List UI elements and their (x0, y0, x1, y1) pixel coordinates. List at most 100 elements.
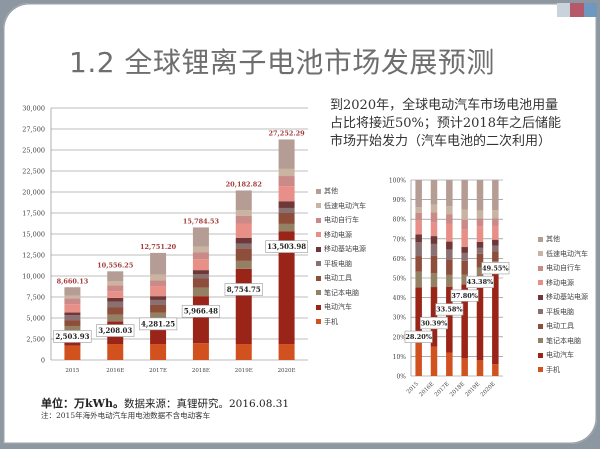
summary-note: 到2020年，全球电动汽车市场电池用量 占比将接近50%；预计2018年之后储能… (330, 97, 600, 151)
chart1-legend: 其他 低速电动汽车 电动自行车 移动电源 移动基站电源 平板电脑 电动工具 笔记本电脑 电动汽车… (316, 184, 366, 329)
bar-segment-电动自行车 (64, 298, 81, 305)
y-tick-label: 10% (393, 354, 407, 361)
legend-item: 电动汽车 (538, 348, 588, 363)
legend-label: 手机 (324, 317, 338, 326)
legend-label: 移动基站电源 (324, 245, 366, 254)
legend-swatch (538, 309, 543, 315)
x-tick-label: 2017E (434, 381, 451, 398)
bar-segment-移动电源 (492, 225, 499, 240)
legend-label: 低速电动汽车 (546, 249, 588, 258)
slide-title: 1.2 全球锂离子电池市场发展预测 (69, 46, 495, 79)
y-tick-label: 30% (393, 315, 407, 322)
bar-segment-手机 (64, 345, 81, 360)
footer-unit-source: 单位：万kWh。数据来源：真锂研究。2016.08.31 (41, 395, 289, 411)
legend-swatch (316, 203, 321, 209)
bar-segment-电动工具 (461, 260, 468, 275)
bar-segment-笔记本电脑 (446, 274, 453, 287)
bar-segment-平板电脑 (64, 315, 81, 321)
legend-label: 电动自行车 (546, 264, 581, 273)
bar-segment-移动电源 (446, 223, 453, 242)
bar-segment-平板电脑 (107, 301, 124, 308)
ev-share-label: 28.20% (405, 333, 432, 341)
bar-segment-其他 (235, 190, 252, 211)
bar-segment-电动自行车 (107, 285, 124, 292)
legend-item: 电动汽车 (316, 300, 366, 315)
bar-segment-移动基站电源 (64, 312, 81, 316)
bar-segment-移动基站电源 (192, 270, 209, 275)
bar-segment-笔记本电脑 (278, 223, 295, 232)
y-tick-label: 90% (393, 197, 407, 204)
ev-share-label-box (466, 275, 495, 288)
legend-label: 笔记本电脑 (546, 336, 581, 345)
bar-segment-移动电源 (415, 220, 422, 235)
ev-value-label-box (265, 240, 308, 253)
bar-segment-其他 (446, 180, 453, 207)
legend-item: 平板电脑 (316, 257, 366, 272)
bar-segment-电动自行车 (150, 280, 167, 287)
bar-segment-移动电源 (150, 286, 167, 297)
legend-swatch (538, 294, 543, 300)
bar-segment-平板电脑 (192, 274, 209, 279)
y-tick-label: 50% (393, 276, 407, 283)
legend-item: 移动基站电源 (538, 290, 588, 305)
legend-swatch (538, 280, 543, 286)
ev-share-label-box (481, 262, 510, 275)
legend-label: 电动工具 (546, 322, 574, 331)
bar-segment-低速电动汽车 (278, 168, 295, 177)
legend-swatch (316, 232, 321, 238)
x-tick-label: 2020E (278, 368, 296, 374)
bar-segment-电动汽车 (235, 268, 252, 345)
bar-segment-低速电动汽车 (461, 209, 468, 220)
bar-segment-平板电脑 (492, 245, 499, 252)
slide: 1.2 全球锂离子电池市场发展预测 到2020年，全球电动汽车市场电池用量 占比… (3, 3, 597, 444)
bar-segment-其他 (150, 252, 167, 275)
legend-label: 其他 (546, 235, 560, 244)
y-tick-label: 80% (393, 217, 407, 224)
bar-segment-电动工具 (107, 307, 124, 315)
ev-value-label: 13,503.98 (267, 242, 306, 251)
x-tick-label: 2017E (149, 368, 167, 374)
legend-swatch (538, 265, 543, 271)
bar-segment-电动自行车 (446, 214, 453, 224)
legend-label: 低速电动汽车 (324, 201, 366, 210)
chart2-legend: 其他 低速电动汽车 电动自行车 移动电源 移动基站电源 平板电脑 电动工具 笔记本电脑 电动汽车… (538, 232, 588, 377)
legend-swatch (316, 290, 321, 296)
bar-segment-电动工具 (446, 259, 453, 275)
bar-segment-电动汽车 (430, 287, 438, 347)
ev-value-label-box (96, 324, 135, 337)
bar-segment-平板电脑 (235, 243, 252, 249)
bar-segment-笔记本电脑 (150, 312, 167, 320)
bar-segment-移动电源 (107, 291, 124, 298)
y-tick-label: 30,000 (22, 105, 45, 113)
bar-segment-电动工具 (235, 248, 252, 261)
legend-item: 电动自行车 (316, 213, 366, 228)
legend-item: 其他 (538, 232, 588, 247)
ev-value-label-box (181, 304, 221, 318)
bar-segment-电动汽车 (278, 231, 295, 345)
legend-swatch (316, 319, 321, 325)
legend-item: 低速电动汽车 (538, 247, 588, 262)
bar-segment-手机 (476, 360, 484, 376)
ev-share-label-box (419, 317, 448, 330)
bar-segment-平板电脑 (461, 252, 468, 261)
bar-segment-平板电脑 (415, 242, 422, 257)
total-label: 8,660.13 (57, 277, 89, 285)
legend-item: 电动自行车 (538, 261, 588, 276)
bar-segment-电动工具 (192, 278, 209, 288)
x-tick-label: 2016E (418, 381, 435, 398)
bar-segment-手机 (235, 344, 252, 360)
bar-segment-笔记本电脑 (235, 260, 252, 269)
legend-swatch (316, 304, 321, 310)
bar-segment-手机 (492, 364, 499, 376)
bar-segment-移动基站电源 (415, 234, 422, 243)
legend-label: 移动电源 (324, 230, 352, 239)
legend-item: 其他 (316, 184, 366, 199)
bar-segment-电动工具 (430, 255, 438, 274)
bar-segment-电动汽车 (461, 284, 468, 359)
bar-segment-低速电动汽车 (107, 281, 124, 286)
bar-segment-平板电脑 (278, 207, 295, 213)
legend-item: 平板电脑 (538, 305, 588, 320)
legend-label: 电动自行车 (324, 216, 359, 225)
total-label: 20,182.82 (226, 180, 262, 188)
legend-label: 电动汽车 (324, 303, 352, 312)
